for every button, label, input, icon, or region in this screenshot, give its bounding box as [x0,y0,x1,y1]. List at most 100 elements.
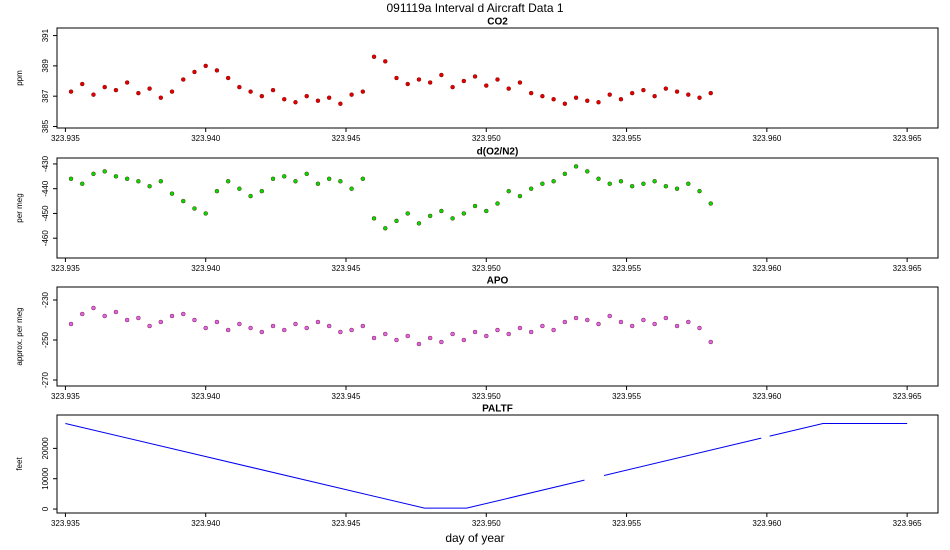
data-point [573,95,579,100]
data-point [506,86,511,91]
data-point [427,335,433,341]
panel-title: APO [487,276,509,287]
data-point [102,313,107,319]
y-tick-label: -230 [41,291,50,308]
data-point [192,69,197,75]
y-tick-label: 20000 [41,437,50,460]
data-point [349,92,354,97]
data-point [192,317,197,323]
data-point [169,191,175,196]
data-point [68,89,74,94]
y-axis-label: feet [15,457,24,471]
data-point [663,315,669,321]
data-point [225,327,231,333]
data-point [540,181,545,186]
data-point [338,179,343,184]
data-point [439,208,444,214]
data-point [158,319,164,325]
data-point [528,186,534,191]
data-point [181,77,186,82]
data-point [439,72,444,78]
plot-frame [56,157,939,259]
data-point [495,327,500,333]
data-point [124,80,130,85]
data-point [158,95,164,100]
data-point [349,327,354,333]
data-point [596,100,601,105]
x-tick-label: 323.950 [472,264,501,273]
data-point [136,90,141,96]
data-point [169,313,175,319]
x-tick-label: 323.955 [612,519,641,528]
y-tick-label: -270 [41,371,50,388]
data-point [181,198,186,204]
data-point [472,74,478,79]
data-point [68,176,74,181]
x-tick-label: 323.950 [472,392,501,401]
data-point [585,317,590,323]
data-point [618,319,624,325]
data-point [596,176,601,181]
x-tick-label: 323.955 [612,134,641,143]
plot-frame [56,27,939,129]
data-point [517,193,523,199]
data-point [439,339,444,345]
data-point [562,171,568,177]
y-axis-label: approx. per meg [15,307,24,365]
data-point [102,84,107,90]
x-tick-label: 323.955 [612,392,641,401]
data-point [484,333,489,339]
data-point [80,81,85,87]
data-point [237,186,242,191]
data-point [136,315,141,321]
data-point [237,321,242,327]
data-point [416,77,422,82]
panel-title: PALTF [482,404,513,415]
data-point [248,193,253,199]
data-point [315,181,321,186]
data-point [315,98,321,103]
data-point [259,329,265,335]
data-point [248,325,253,331]
data-point [427,213,433,219]
data-point [91,171,96,177]
data-point [607,181,612,186]
data-point [136,179,141,184]
data-point [360,89,366,94]
data-point [573,164,579,169]
x-tick-label: 323.960 [752,392,781,401]
data-point [551,179,556,184]
data-point [528,329,534,335]
data-point [293,179,298,184]
data-point [293,321,298,327]
data-point [708,201,713,206]
y-tick-label: 387 [41,89,50,103]
x-tick-label: 323.965 [893,519,922,528]
data-point [629,184,635,189]
y-tick-label: -440 [41,180,50,197]
x-tick-label: 323.960 [752,519,781,528]
data-point [562,101,568,106]
y-tick-label: 391 [41,28,50,42]
data-point [686,92,691,97]
data-point [113,309,119,315]
data-point [618,179,624,184]
data-point [674,186,680,191]
data-point [383,59,388,64]
data-point [663,86,669,91]
data-point [304,171,309,177]
x-tick-label: 323.935 [51,134,80,143]
data-point [708,90,713,96]
data-point [427,80,433,85]
data-point [214,68,220,73]
data-point [91,92,96,97]
data-point [472,329,478,335]
x-tick-label: 323.945 [332,392,361,401]
data-point [270,323,276,329]
data-point [147,86,152,91]
plot-frame [56,286,939,387]
data-point [528,90,534,96]
data-point [450,216,455,221]
data-point [113,87,119,93]
